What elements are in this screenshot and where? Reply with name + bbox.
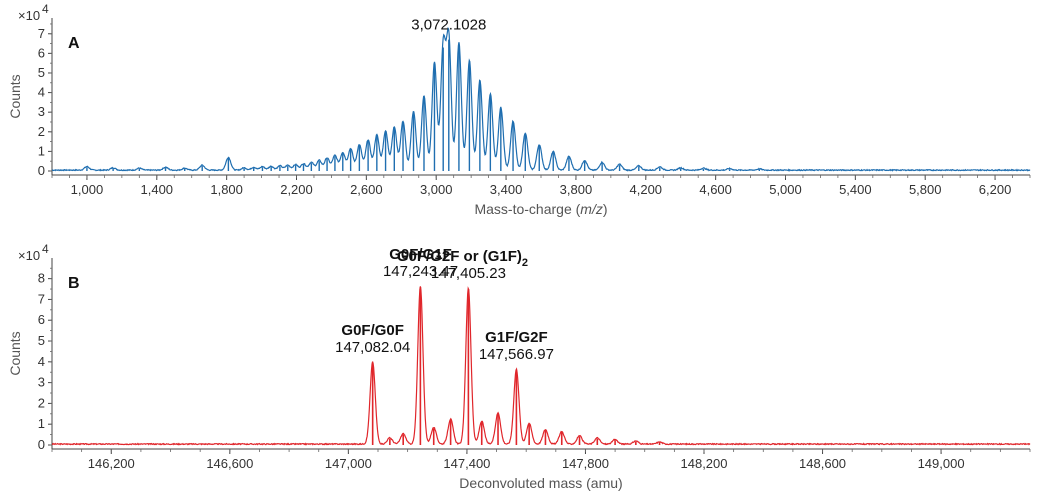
peak-annotation-value: 147,082.04	[335, 339, 410, 356]
x-tick-label: 1,800	[210, 182, 243, 197]
y-multiplier: ×10	[18, 8, 40, 23]
y-tick-label: 4	[38, 85, 45, 100]
x-tick-label: 3,000	[420, 182, 453, 197]
x-axis-label-pre: Mass-to-charge (	[474, 201, 580, 217]
x-tick-label: 146,200	[88, 456, 135, 471]
x-tick-label: 147,000	[325, 456, 372, 471]
y-tick-label: 3	[38, 375, 45, 390]
panel-A: 0 1 2 3 4 5 6 7 1,000 1,400 1,800 2,200 2,600 3,000 3,…	[7, 2, 1031, 217]
y-tick-label: 7	[38, 26, 45, 41]
x-tick-label: 3,800	[560, 182, 593, 197]
y-axis-label: Counts	[7, 74, 23, 118]
y-tick-label: 1	[38, 416, 45, 431]
y-multiplier: ×10	[18, 248, 40, 263]
x-axis-label-unit: m/z	[580, 201, 603, 217]
y-tick-label: 7	[38, 291, 45, 306]
x-tick-label: 2,200	[280, 182, 313, 197]
y-tick-label: 2	[38, 395, 45, 410]
peak-annotation-name: G1F/G2F	[485, 329, 548, 346]
y-multiplier-exponent: 4	[42, 242, 49, 256]
spectrum-trace	[51, 286, 1031, 446]
x-tick-label: 1,000	[71, 182, 104, 197]
peak-annotation-name: G0F/G1F	[389, 246, 452, 263]
x-tick-label: 148,600	[799, 456, 846, 471]
x-tick-label: 3,400	[490, 182, 523, 197]
x-tick-label: 5,000	[769, 182, 802, 197]
y-tick-label: 8	[38, 271, 45, 286]
x-axis-label-post: )	[603, 201, 608, 217]
panel-label: A	[68, 35, 80, 52]
y-tick-label: 3	[38, 104, 45, 119]
peak-annotation: 3,072.1028	[411, 17, 486, 34]
y-tick-label: 6	[38, 312, 45, 327]
x-tick-label: 147,400	[443, 456, 490, 471]
x-axis-label: Deconvoluted mass (amu)	[459, 475, 622, 491]
spectrum-trace	[51, 26, 1031, 172]
x-tick-label: 6,200	[979, 182, 1012, 197]
y-tick-label: 0	[38, 437, 45, 452]
x-tick-label: 1,400	[141, 182, 174, 197]
peak-annotation-name: G0F/G2F or (G1F)2	[397, 248, 528, 269]
x-tick-label: 5,800	[909, 182, 942, 197]
x-axis-label: Mass-to-charge (m/z)	[474, 201, 607, 217]
y-axis-label: Counts	[7, 331, 23, 375]
x-tick-label: 146,600	[206, 456, 253, 471]
x-tick-label: 149,000	[918, 456, 965, 471]
y-tick-label: 2	[38, 124, 45, 139]
y-tick-label: 1	[38, 143, 45, 158]
x-tick-label: 4,600	[699, 182, 732, 197]
peak-annotation-value: 147,405.23	[431, 265, 506, 282]
x-tick-label: 4,200	[630, 182, 663, 197]
y-tick-label: 5	[38, 333, 45, 348]
y-tick-label: 6	[38, 45, 45, 60]
x-tick-label: 148,200	[681, 456, 728, 471]
x-tick-label: 5,400	[839, 182, 872, 197]
peak-annotation-name: G0F/G0F	[341, 322, 404, 339]
peak-annotation-subscript: 2	[522, 257, 528, 269]
y-tick-label: 0	[38, 163, 45, 178]
x-tick-label: 2,600	[350, 182, 383, 197]
y-tick-label: 4	[38, 354, 45, 369]
y-tick-label: 5	[38, 65, 45, 80]
peak-annotation-value: 147,566.97	[479, 346, 554, 363]
peak-annotation-value: 147,243.47	[383, 263, 458, 280]
x-tick-label: 147,800	[562, 456, 609, 471]
panel-B: 0 1 2 3 4 5 6 7 8 146,200 146,600 147,000 147,400 147…	[7, 242, 1031, 491]
y-multiplier-exponent: 4	[42, 2, 49, 16]
panel-label: B	[68, 275, 80, 292]
